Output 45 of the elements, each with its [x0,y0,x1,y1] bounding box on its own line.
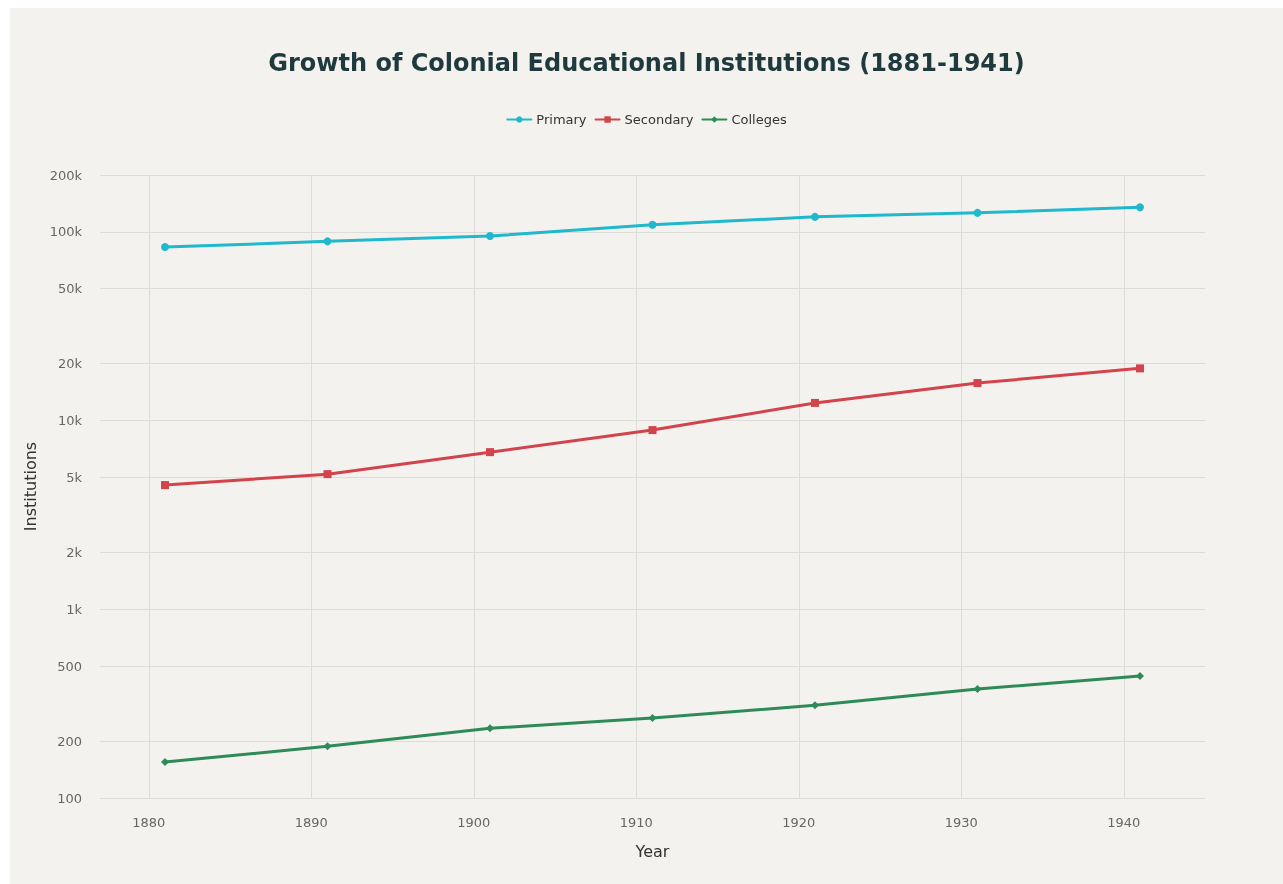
legend-label: Primary [536,112,587,127]
x-tick-label: 1940 [1107,815,1141,830]
x-tick-label: 1920 [782,815,816,830]
point [323,237,332,246]
point [811,398,819,407]
point [1136,364,1144,373]
x-tick-label: 1900 [457,815,491,830]
y-tick-label: 10k [57,413,83,429]
x-axis-title: Year [634,841,670,861]
point [811,701,819,710]
y-tick-label: 1k [66,601,83,617]
point [161,758,169,767]
point [648,714,657,723]
point [1136,672,1144,680]
y-tick-label: 200 [57,733,82,749]
point [323,470,332,479]
x-tick-label: 1910 [619,815,653,830]
y-axis-title: Institutions [21,441,41,532]
point [161,481,169,490]
y-tick-label: 50k [57,281,83,297]
y-tick-label: 2k [66,544,83,560]
y-tick-label: 20k [57,356,83,372]
y-tick-label: 100k [49,224,83,240]
chart-title: Growth of Colonial Educational Institutions (1881-1941) [268,49,1025,77]
legend-label: Secondary [624,112,694,127]
x-tick-label: 1930 [944,815,978,830]
x-tick-label: 1890 [294,815,328,830]
point [648,220,657,229]
point [486,232,494,241]
point [973,208,982,217]
point [973,685,982,694]
point [1136,203,1144,212]
point [323,742,332,751]
y-tick-label: 5k [66,469,83,485]
y-tick-label: 500 [57,658,82,674]
point [811,212,819,221]
x-tick-label: 1880 [132,815,166,830]
point [973,379,982,388]
y-tick-label: 100 [57,790,82,806]
legend-label: Colleges [731,112,787,127]
y-tick-label: 200k [49,167,83,183]
point [486,448,494,457]
point [161,243,169,252]
point [648,426,657,435]
point [486,724,494,733]
